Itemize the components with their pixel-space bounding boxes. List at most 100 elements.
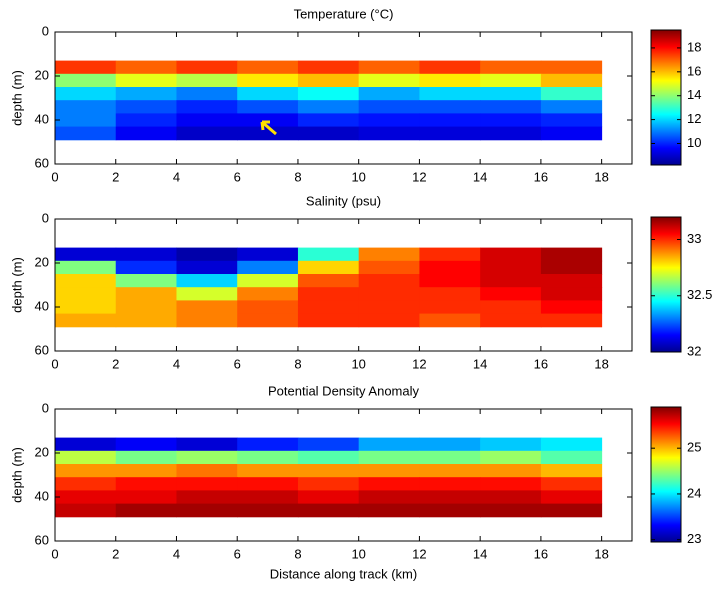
heat-cell — [55, 450, 117, 465]
heat-cell — [480, 87, 542, 101]
heat-cell — [297, 100, 360, 114]
heat-cell — [540, 274, 603, 288]
heat-cell — [237, 477, 299, 491]
heat-cell — [297, 437, 360, 452]
heat-cell — [419, 300, 481, 315]
heat-cell — [540, 113, 603, 128]
heat-cell — [237, 247, 299, 262]
colorbar — [650, 216, 682, 353]
heat-cell — [419, 477, 481, 491]
x-tick-label: 12 — [412, 169, 426, 184]
heat-cell — [176, 100, 238, 114]
heat-cell — [176, 477, 238, 491]
colorbar-tick-label: 18 — [687, 39, 701, 54]
x-tick-label: 4 — [173, 546, 180, 561]
heat-cell — [419, 274, 481, 288]
heat-cell — [480, 503, 542, 518]
heat-cell — [237, 464, 299, 478]
y-tick-label: 60 — [35, 155, 49, 170]
heat-cell — [176, 274, 238, 288]
heat-cell — [237, 73, 299, 88]
heat-cell — [115, 437, 177, 452]
x-tick-label: 10 — [351, 546, 365, 561]
heat-cell — [55, 464, 117, 478]
x-tick-label: 2 — [112, 356, 119, 371]
heat-cell — [176, 450, 238, 465]
heat-cell — [176, 437, 238, 452]
y-tick-label: 40 — [35, 298, 49, 313]
heat-cell — [480, 490, 542, 505]
heat-cell — [297, 477, 360, 491]
heat-cell — [540, 260, 603, 275]
x-tick-label: 18 — [594, 546, 608, 561]
heat-cell — [237, 113, 299, 128]
heat-cell — [115, 274, 177, 288]
x-tick-label: 18 — [594, 169, 608, 184]
heat-cell — [176, 260, 238, 275]
heat-cell — [540, 300, 603, 315]
heat-cell — [358, 60, 420, 75]
heat-cell — [176, 113, 238, 128]
heat-cell — [419, 247, 481, 262]
axes-title: Salinity (psu) — [306, 193, 381, 208]
heat-cell — [358, 100, 420, 114]
heat-cell — [297, 113, 360, 128]
y-tick-label: 40 — [35, 111, 49, 126]
colorbar-tick-label: 25 — [687, 440, 701, 455]
heat-cell — [480, 287, 542, 301]
heat-cell — [540, 490, 603, 505]
heat-cell — [480, 313, 542, 328]
heat-cell — [176, 87, 238, 101]
colorbar-tick-label: 32 — [687, 343, 701, 358]
heat-cell — [419, 503, 481, 518]
heat-cell — [115, 247, 177, 262]
x-tick-label: 16 — [534, 356, 548, 371]
heat-cell — [540, 437, 603, 452]
axes-frame — [54, 218, 633, 352]
y-axis-label: depth (m) — [9, 257, 24, 313]
heat-cell — [55, 113, 117, 128]
y-tick-label: 0 — [42, 210, 49, 225]
heat-cell — [419, 450, 481, 465]
heat-cell — [297, 60, 360, 75]
heat-cell — [55, 300, 117, 315]
x-tick-label: 18 — [594, 356, 608, 371]
x-tick-label: 6 — [234, 546, 241, 561]
heat-cell — [237, 87, 299, 101]
x-tick-label: 16 — [534, 169, 548, 184]
heat-cell — [297, 300, 360, 315]
y-tick-label: 20 — [35, 444, 49, 459]
heat-cell — [237, 300, 299, 315]
heat-cell — [115, 60, 177, 75]
heat-cell — [480, 464, 542, 478]
heat-cell — [297, 274, 360, 288]
heat-cell — [176, 313, 238, 328]
colorbar-tick-label: 32.5 — [687, 287, 712, 302]
heat-cell — [358, 126, 420, 141]
x-tick-label: 12 — [412, 356, 426, 371]
heat-cell — [480, 73, 542, 88]
heat-cell — [115, 477, 177, 491]
heat-cell — [237, 260, 299, 275]
heat-cell — [358, 260, 420, 275]
y-tick-label: 0 — [42, 23, 49, 38]
heat-cell — [237, 503, 299, 518]
colorbar-tick-label: 33 — [687, 231, 701, 246]
x-tick-label: 14 — [473, 169, 487, 184]
y-tick-label: 60 — [35, 342, 49, 357]
x-tick-label: 16 — [534, 546, 548, 561]
heat-cell — [237, 274, 299, 288]
heat-cell — [358, 73, 420, 88]
x-tick-label: 8 — [294, 356, 301, 371]
heat-cell — [480, 247, 542, 262]
heat-cell — [480, 113, 542, 128]
x-tick-label: 4 — [173, 169, 180, 184]
axes-frame — [54, 31, 633, 165]
heat-cell — [115, 464, 177, 478]
heat-cell — [237, 437, 299, 452]
heat-cell — [540, 247, 603, 262]
heat-cell — [237, 60, 299, 75]
heat-cell — [297, 260, 360, 275]
heat-cell — [358, 490, 420, 505]
